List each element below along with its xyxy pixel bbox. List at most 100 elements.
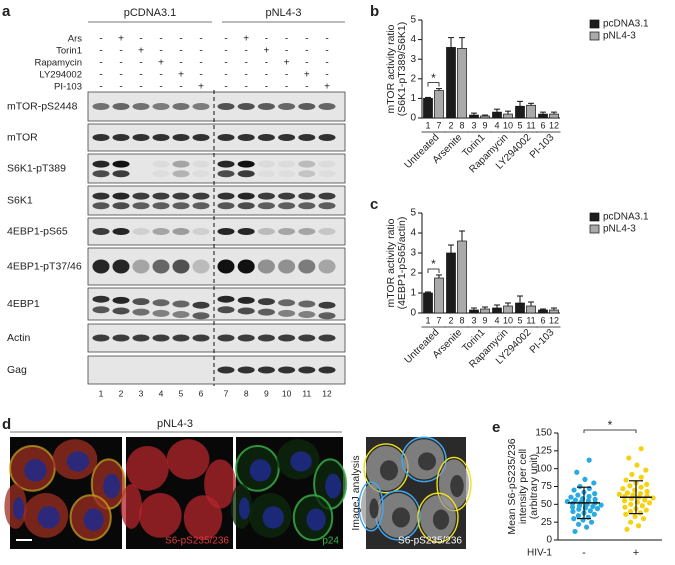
band xyxy=(278,228,296,235)
treatment-sign: - xyxy=(305,82,308,93)
band xyxy=(318,334,336,342)
cell xyxy=(204,459,237,509)
band xyxy=(217,134,235,141)
roi-outline xyxy=(417,492,459,543)
band xyxy=(257,334,275,342)
x-tick-label: Untreated xyxy=(403,132,442,171)
treatment-sign: + xyxy=(118,34,124,45)
bar xyxy=(549,309,559,314)
lane-number: 3 xyxy=(471,315,476,325)
lane-number: 7 xyxy=(436,120,441,130)
treatment-sign: - xyxy=(99,82,102,93)
band xyxy=(318,192,336,200)
cell xyxy=(183,495,223,541)
band xyxy=(318,259,336,274)
band xyxy=(152,299,170,307)
band xyxy=(192,228,210,235)
roi-outline xyxy=(401,436,447,483)
dot xyxy=(575,513,582,519)
treatment-sign: - xyxy=(224,82,227,93)
dot xyxy=(642,497,648,503)
bar xyxy=(434,277,444,314)
band xyxy=(318,228,336,235)
lane-number: 6 xyxy=(540,315,545,325)
band xyxy=(92,160,110,168)
treatment-sign: - xyxy=(245,46,248,57)
dot xyxy=(572,497,579,503)
treatment-sign: + xyxy=(198,82,204,93)
dot xyxy=(569,504,576,510)
dot xyxy=(594,506,601,512)
dot xyxy=(628,519,634,525)
bar xyxy=(503,305,513,314)
x-tick-label: PI-103 xyxy=(528,327,557,356)
lane-number: 9 xyxy=(264,388,269,398)
band xyxy=(278,202,296,210)
nucleus xyxy=(450,474,464,498)
dot xyxy=(571,516,577,522)
y-tick-label: 0 xyxy=(410,308,416,319)
treatment-sign: + xyxy=(243,34,249,45)
treatment-sign: - xyxy=(139,70,142,81)
dot xyxy=(622,504,628,510)
treatment-sign: - xyxy=(199,58,202,69)
band xyxy=(152,103,170,110)
blot-label: Gag xyxy=(7,364,27,376)
lane-number: 8 xyxy=(244,388,249,398)
blot-label: 4EBP1-pT37/46 xyxy=(7,260,82,272)
y-tick-label: 4 xyxy=(410,34,416,45)
dot xyxy=(643,507,649,513)
bar xyxy=(492,307,502,314)
cell-membrane xyxy=(9,444,56,492)
band xyxy=(237,366,255,374)
treatment-sign: - xyxy=(179,82,182,93)
band xyxy=(152,309,170,317)
cell-membrane xyxy=(235,444,280,492)
dot xyxy=(638,474,644,480)
dot xyxy=(643,467,649,473)
band xyxy=(217,334,235,342)
sig-bracket xyxy=(427,268,440,273)
bar xyxy=(549,113,559,119)
bar xyxy=(446,252,456,314)
legend-label: pcDNA3.1 xyxy=(603,19,649,30)
band xyxy=(132,192,150,200)
nucleus xyxy=(66,451,90,472)
treatment-sign: - xyxy=(179,46,182,57)
band xyxy=(298,300,316,308)
nucleus xyxy=(83,508,104,531)
band xyxy=(298,192,316,200)
treatment-sign: + xyxy=(304,70,310,81)
cell-membrane xyxy=(292,494,334,542)
cell xyxy=(138,493,182,538)
band xyxy=(192,134,210,141)
treatment-sign: - xyxy=(159,82,162,93)
band xyxy=(112,192,130,200)
dot xyxy=(592,496,598,502)
treatment-sign: - xyxy=(139,58,142,69)
nucleus xyxy=(24,459,47,482)
sig-annotation: * xyxy=(608,418,613,432)
blot-label: mTOR xyxy=(7,131,38,143)
y-axis-label: intensity per cell xyxy=(517,449,529,524)
band xyxy=(278,170,296,178)
x-tick-label: - xyxy=(582,547,586,559)
band xyxy=(257,192,275,200)
band xyxy=(318,312,336,320)
treatment-sign: - xyxy=(265,34,268,45)
band xyxy=(92,192,110,200)
treatment-sign: - xyxy=(199,46,202,57)
band xyxy=(237,103,255,110)
band xyxy=(217,192,235,200)
lane-number: 7 xyxy=(224,388,229,398)
lane-number: 6 xyxy=(540,120,545,130)
treatment-sign: - xyxy=(159,34,162,45)
y-tick-label: 150 xyxy=(535,428,552,439)
band xyxy=(112,160,130,168)
band xyxy=(278,299,296,307)
lane-number: 2 xyxy=(448,120,453,130)
band xyxy=(257,259,275,274)
dot xyxy=(627,483,633,489)
legend-swatch xyxy=(589,212,600,222)
band xyxy=(257,160,275,168)
